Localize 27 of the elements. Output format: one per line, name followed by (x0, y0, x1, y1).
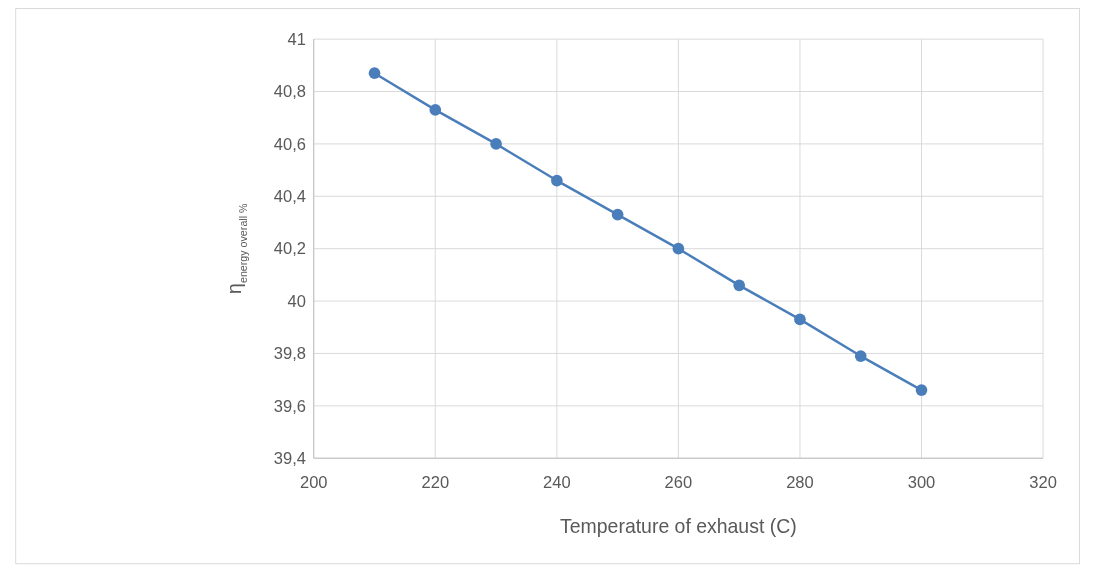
x-tick-label: 240 (543, 473, 571, 493)
x-tick-label: 220 (421, 473, 450, 493)
point (733, 279, 746, 292)
point (915, 384, 928, 396)
point (368, 67, 381, 79)
y-tick-label: 40,8 (273, 82, 306, 102)
x-tick-label: 320 (1029, 473, 1057, 493)
y-tick-label: 40,4 (273, 187, 306, 207)
point (490, 138, 502, 150)
y-tick-label: 40,6 (273, 134, 306, 154)
point (611, 208, 624, 221)
x-tick-label: 200 (299, 473, 328, 493)
point (854, 350, 867, 362)
point (551, 174, 563, 187)
x-axis-title: Temperature of exhaust (C) (560, 515, 797, 538)
point (429, 104, 442, 116)
y-tick-label: 41 (287, 29, 306, 49)
x-tick-label: 280 (786, 473, 814, 493)
y-tick-label: 40,2 (273, 239, 306, 259)
y-tick-label: 39,6 (273, 396, 306, 416)
y-tick-label: 40 (287, 291, 306, 311)
y-tick-label: 39,8 (273, 344, 306, 364)
point (794, 313, 806, 326)
x-tick-label: 300 (907, 473, 936, 493)
y-tick-label: 39,4 (273, 449, 306, 469)
x-tick-label: 260 (664, 473, 693, 493)
point (672, 242, 685, 255)
